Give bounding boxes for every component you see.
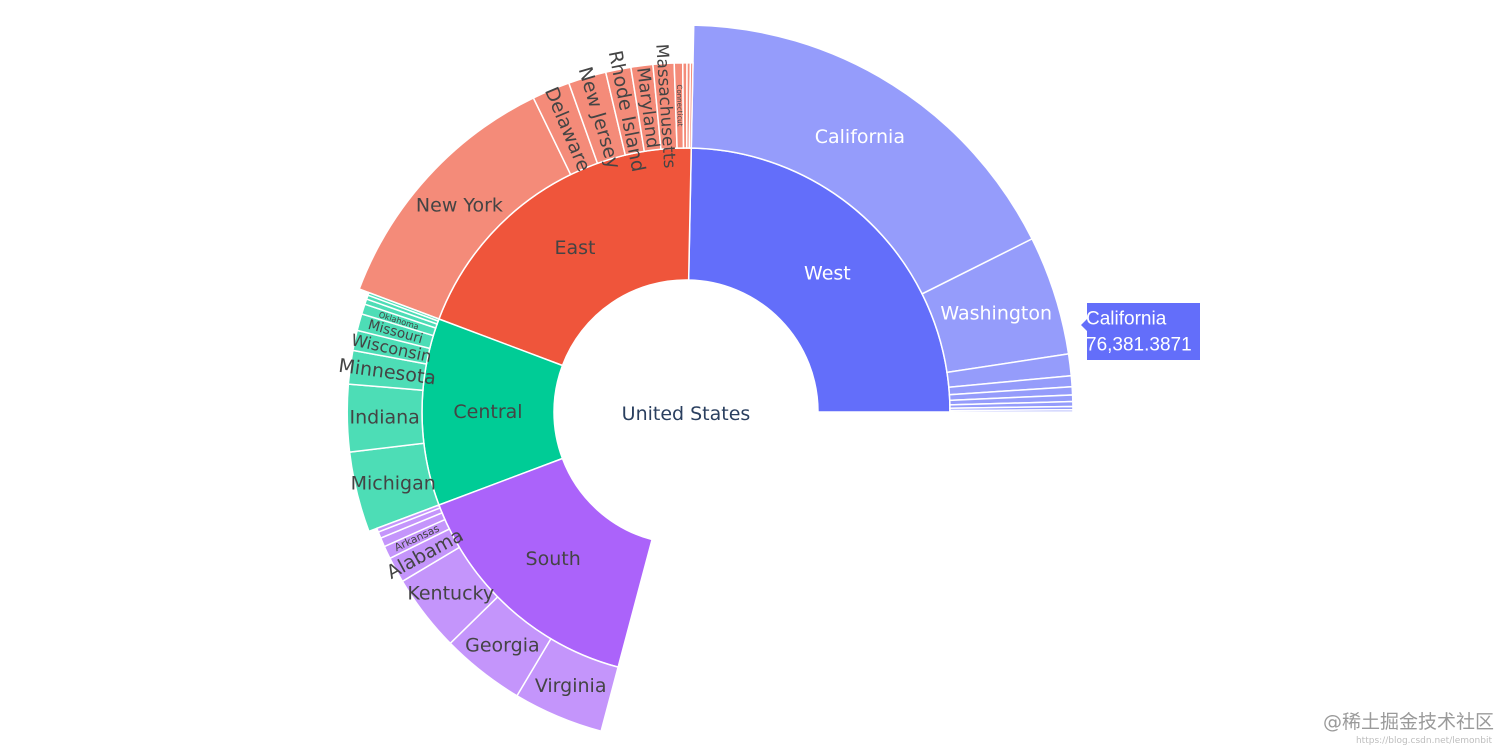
state-west-8[interactable] — [949, 409, 1074, 413]
state-label-michigan: Michigan — [351, 472, 436, 494]
state-south-7[interactable] — [375, 504, 442, 533]
state-label-kentucky: Kentucky — [407, 583, 494, 605]
tooltip-box — [1081, 303, 1200, 360]
watermark-url: https://blog.csdn.net/lemonbit — [1355, 736, 1492, 746]
tooltip-label: California — [1086, 309, 1167, 330]
root-label: United States — [622, 403, 751, 425]
sunburst-labels: United States West California Washington Eas… — [337, 43, 1052, 697]
state-label-california: California — [815, 126, 905, 148]
state-label-georgia: Georgia — [465, 635, 540, 657]
sunburst-segments — [346, 24, 1074, 733]
state-label-connecticut: Connecticut — [675, 84, 684, 126]
region-label-west: West — [804, 262, 851, 284]
state-label-indiana: Indiana — [349, 406, 419, 428]
state-label-virginia: Virginia — [535, 675, 607, 697]
hover-tooltip: California 76,381.3871 — [1081, 303, 1200, 360]
state-central-8[interactable] — [367, 291, 440, 322]
region-label-south: South — [526, 548, 581, 570]
region-label-east: East — [554, 237, 595, 259]
tooltip-value: 76,381.3871 — [1086, 335, 1192, 356]
state-label-washington: Washington — [940, 303, 1052, 325]
state-label-new-york: New York — [416, 194, 503, 216]
watermark-text: @稀土掘金技术社区 — [1322, 711, 1494, 733]
state-east-9[interactable] — [688, 62, 694, 149]
region-label-central: Central — [453, 401, 522, 423]
